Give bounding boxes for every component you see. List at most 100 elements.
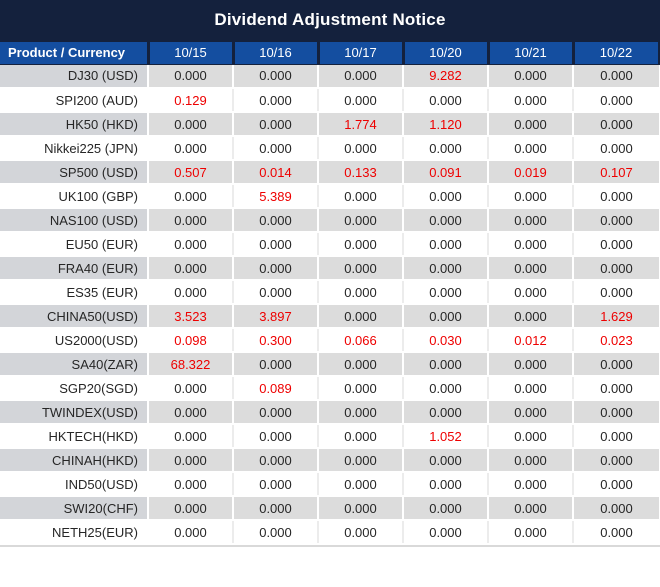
- value-cell: 0.000: [233, 112, 319, 137]
- value-cell: 0.000: [232, 520, 318, 545]
- value-cell: 0.000: [487, 136, 573, 161]
- header-row: Product / Currency 10/15 10/16 10/17 10/…: [0, 40, 660, 65]
- column-header-product: Product / Currency: [0, 40, 150, 65]
- table-row: US2000(USD) 0.098 0.300 0.066 0.030 0.012 0.02…: [0, 328, 659, 353]
- value-cell: 0.000: [572, 232, 659, 257]
- product-cell: NAS100 (USD): [0, 208, 149, 233]
- value-cell: 0.000: [487, 232, 573, 257]
- value-cell: 0.000: [573, 256, 659, 281]
- value-cell: 0.000: [148, 400, 234, 425]
- product-cell: DJ30 (USD): [0, 64, 149, 89]
- value-cell: 0.000: [572, 136, 659, 161]
- value-cell: 0.012: [487, 328, 573, 353]
- product-cell: SPI200 (AUD): [0, 88, 148, 113]
- value-cell: 0.000: [403, 352, 489, 377]
- value-cell: 0.000: [572, 280, 659, 305]
- value-cell: 0.000: [487, 280, 573, 305]
- dividend-table: Product / Currency 10/15 10/16 10/17 10/…: [0, 40, 660, 545]
- value-cell: 0.023: [572, 328, 659, 353]
- value-cell: 3.897: [233, 304, 319, 329]
- product-cell: SA40(ZAR): [0, 352, 149, 377]
- table-row: SWI20(CHF) 0.000 0.000 0.000 0.000 0.000 0.000: [0, 496, 659, 521]
- product-cell: CHINAH(HKD): [0, 448, 149, 473]
- value-cell: 0.107: [573, 160, 659, 185]
- product-cell: US2000(USD): [0, 328, 148, 353]
- value-cell: 0.000: [573, 112, 659, 137]
- table-row: CHINAH(HKD) 0.000 0.000 0.000 0.000 0.000 0.00…: [0, 448, 659, 473]
- table-row: SGP20(SGD) 0.000 0.089 0.000 0.000 0.000 0.000: [0, 376, 659, 401]
- product-cell: NETH25(EUR): [0, 520, 148, 545]
- table-row: IND50(USD) 0.000 0.000 0.000 0.000 0.000 0.000: [0, 472, 659, 497]
- value-cell: 0.000: [318, 496, 404, 521]
- value-cell: 0.000: [232, 424, 318, 449]
- value-cell: 0.000: [147, 136, 233, 161]
- table-row: FRA40 (EUR) 0.000 0.000 0.000 0.000 0.000 0.00…: [0, 256, 659, 281]
- table-row: Nikkei225 (JPN) 0.000 0.000 0.000 0.000 0.000…: [0, 136, 659, 161]
- value-cell: 0.000: [148, 448, 234, 473]
- value-cell: 0.000: [317, 520, 403, 545]
- value-cell: 0.000: [233, 352, 319, 377]
- value-cell: 0.133: [318, 160, 404, 185]
- value-cell: 0.000: [402, 184, 488, 209]
- table-body: DJ30 (USD) 0.000 0.000 0.000 9.282 0.000 0.000…: [0, 64, 659, 545]
- value-cell: 0.000: [233, 400, 319, 425]
- value-cell: 0.000: [318, 304, 404, 329]
- column-header-date-4: 10/20: [403, 40, 490, 65]
- value-cell: 0.000: [572, 376, 659, 401]
- value-cell: 0.000: [318, 256, 404, 281]
- product-cell: SP500 (USD): [0, 160, 149, 185]
- value-cell: 0.000: [318, 208, 404, 233]
- product-cell: FRA40 (EUR): [0, 256, 149, 281]
- value-cell: 0.000: [232, 280, 318, 305]
- value-cell: 0.000: [572, 88, 659, 113]
- value-cell: 0.000: [317, 88, 403, 113]
- table-row: SP500 (USD) 0.507 0.014 0.133 0.091 0.019 0.10…: [0, 160, 659, 185]
- value-cell: 0.091: [403, 160, 489, 185]
- value-cell: 0.000: [573, 448, 659, 473]
- value-cell: 0.000: [233, 448, 319, 473]
- table-row: SA40(ZAR) 68.322 0.000 0.000 0.000 0.000 0.000: [0, 352, 659, 377]
- value-cell: 0.000: [402, 88, 488, 113]
- value-cell: 0.000: [488, 448, 574, 473]
- value-cell: 1.774: [318, 112, 404, 137]
- value-cell: 0.000: [487, 472, 573, 497]
- value-cell: 0.000: [147, 520, 233, 545]
- value-cell: 0.000: [402, 376, 488, 401]
- table-row: NAS100 (USD) 0.000 0.000 0.000 0.000 0.000 0.0…: [0, 208, 659, 233]
- product-cell: TWINDEX(USD): [0, 400, 149, 425]
- product-cell: SWI20(CHF): [0, 496, 149, 521]
- value-cell: 0.000: [573, 208, 659, 233]
- value-cell: 0.000: [317, 472, 403, 497]
- value-cell: 0.000: [402, 280, 488, 305]
- value-cell: 0.300: [232, 328, 318, 353]
- value-cell: 0.000: [403, 208, 489, 233]
- value-cell: 0.000: [233, 208, 319, 233]
- value-cell: 1.052: [402, 424, 488, 449]
- value-cell: 0.000: [403, 448, 489, 473]
- value-cell: 0.000: [487, 184, 573, 209]
- product-cell: ES35 (EUR): [0, 280, 148, 305]
- value-cell: 0.000: [232, 136, 318, 161]
- value-cell: 0.098: [147, 328, 233, 353]
- value-cell: 0.000: [232, 232, 318, 257]
- value-cell: 0.000: [488, 256, 574, 281]
- value-cell: 0.000: [402, 520, 488, 545]
- value-cell: 68.322: [148, 352, 234, 377]
- value-cell: 0.000: [147, 424, 233, 449]
- table-row: DJ30 (USD) 0.000 0.000 0.000 9.282 0.000 0.000: [0, 64, 659, 89]
- value-cell: 0.000: [488, 64, 574, 89]
- value-cell: 1.120: [403, 112, 489, 137]
- value-cell: 0.000: [403, 304, 489, 329]
- value-cell: 0.014: [233, 160, 319, 185]
- value-cell: 0.000: [147, 184, 233, 209]
- value-cell: 5.389: [232, 184, 318, 209]
- value-cell: 0.000: [148, 496, 234, 521]
- value-cell: 0.000: [318, 448, 404, 473]
- value-cell: 0.000: [572, 520, 659, 545]
- column-header-date-1: 10/15: [148, 40, 235, 65]
- value-cell: 0.000: [147, 472, 233, 497]
- value-cell: 0.000: [147, 376, 233, 401]
- value-cell: 0.000: [317, 280, 403, 305]
- value-cell: 1.629: [573, 304, 659, 329]
- value-cell: 0.000: [487, 376, 573, 401]
